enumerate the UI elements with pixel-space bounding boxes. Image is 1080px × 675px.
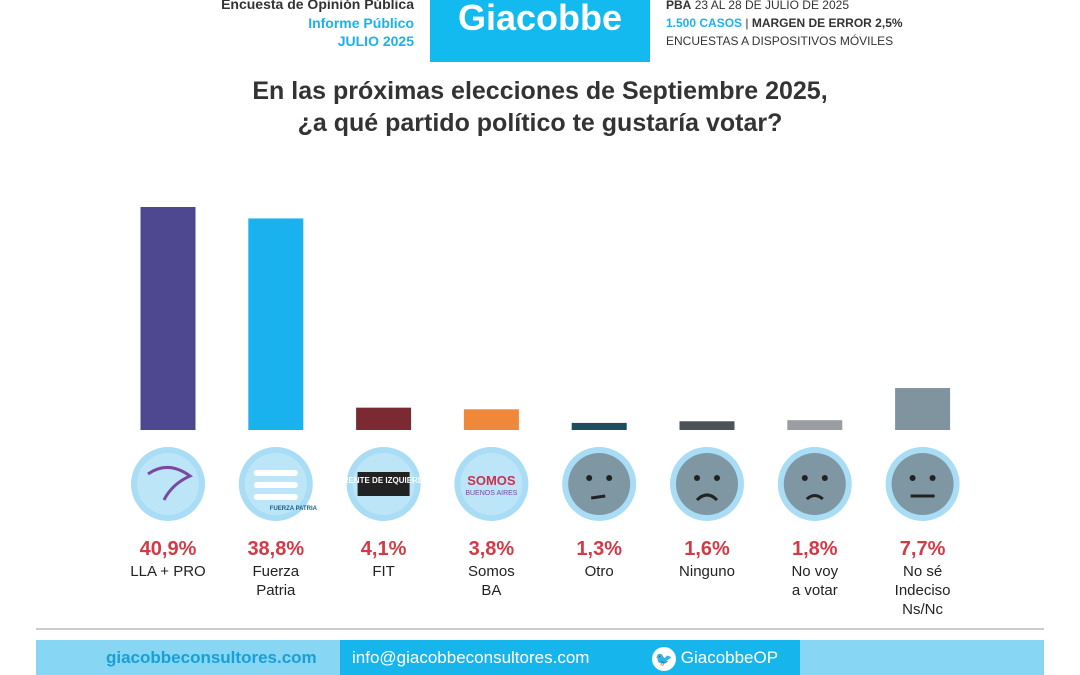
chart-title: En las próximas elecciones de Septiembre… — [0, 75, 1080, 139]
value-label: 1,3% — [576, 538, 622, 560]
category-label: Otro — [584, 563, 614, 580]
header-report-type: Informe Público — [308, 15, 414, 31]
value-label: 1,8% — [792, 538, 838, 560]
category-label: No voy a votar — [791, 563, 839, 599]
fuerza-patria-logo-icon — [238, 447, 313, 521]
lla-dove-logo-icon — [131, 447, 205, 521]
value-label: 1,6% — [684, 538, 730, 560]
category-label: Somos BA — [468, 563, 515, 599]
bar-chart: FRENTE DE IZQUIERDA SOMOS BUENOS AIRES FUER… — [131, 207, 960, 521]
bar-5 — [679, 421, 735, 430]
header-sample: 1.500 CASOS | MARGEN DE ERROR 2,5% — [666, 16, 903, 30]
bar-2 — [356, 407, 412, 430]
somos-logo-subtext: BUENOS AIRES — [465, 490, 517, 497]
value-label: 3,8% — [468, 538, 515, 560]
somos-buenos-aires-logo-icon — [454, 447, 529, 521]
region: PBA — [666, 0, 692, 12]
bar-4 — [571, 422, 627, 430]
category-label: No sé Indeciso Ns/Nc — [894, 563, 951, 618]
category-label: LLA + PRO — [130, 563, 206, 580]
angry-face-icon — [670, 447, 744, 521]
thinking-face-icon — [562, 447, 637, 521]
footer-email[interactable]: info@giacobbeconsultores.com — [340, 640, 640, 675]
bar-0 — [140, 207, 196, 430]
cases: 1.500 CASOS — [666, 16, 743, 30]
giacobbe-logo: Giacobbe — [430, 0, 650, 62]
header-method: ENCUESTAS A DISPOSITIVOS MÓVILES — [666, 34, 894, 48]
value-label: 7,7% — [899, 538, 946, 560]
neutral-face-icon — [885, 447, 960, 521]
title-line-1: En las próximas elecciones de Septiembre… — [252, 77, 828, 105]
value-label: 4,1% — [360, 538, 407, 560]
footer-divider — [36, 628, 1044, 630]
twitter-icon: 🐦 — [652, 646, 676, 671]
category-label: FIT — [372, 563, 395, 580]
footer-twitter[interactable]: 🐦 GiacobbeOP — [640, 640, 800, 675]
header-region-dates: PBA 23 AL 28 DE JULIO DE 2025 — [666, 0, 849, 14]
unamused-face-icon — [777, 447, 852, 521]
category-label: Fuerza Patria — [252, 563, 300, 599]
margin-of-error: MARGEN DE ERROR 2,5% — [751, 16, 903, 30]
header-date: JULIO 2025 — [337, 33, 414, 49]
category-label: Ninguno — [679, 563, 735, 580]
footer-filler — [800, 640, 1044, 675]
footer-website[interactable]: giacobbeconsultores.com — [36, 640, 340, 675]
somos-logo-text: SOMOS — [467, 473, 516, 488]
header-survey-title: Encuesta de Opinión Pública — [221, 0, 414, 12]
twitter-handle: GiacobbeOP — [680, 648, 779, 667]
bar-7 — [895, 388, 951, 430]
dates: 23 AL 28 DE JULIO DE 2025 — [694, 0, 849, 12]
bar-6 — [787, 420, 843, 430]
fit-logo-text: FRENTE DE IZQUIERDA — [338, 476, 430, 485]
bar-1 — [248, 218, 304, 430]
bar-3 — [463, 409, 519, 430]
value-label: 40,9% — [139, 538, 197, 560]
frente-de-izquierda-logo-icon — [346, 447, 421, 521]
title-line-2: ¿a qué partido político te gustaría vota… — [297, 109, 783, 137]
fp-logo-text: FUERZA PATRIA — [270, 506, 318, 512]
value-label: 38,8% — [247, 538, 305, 560]
